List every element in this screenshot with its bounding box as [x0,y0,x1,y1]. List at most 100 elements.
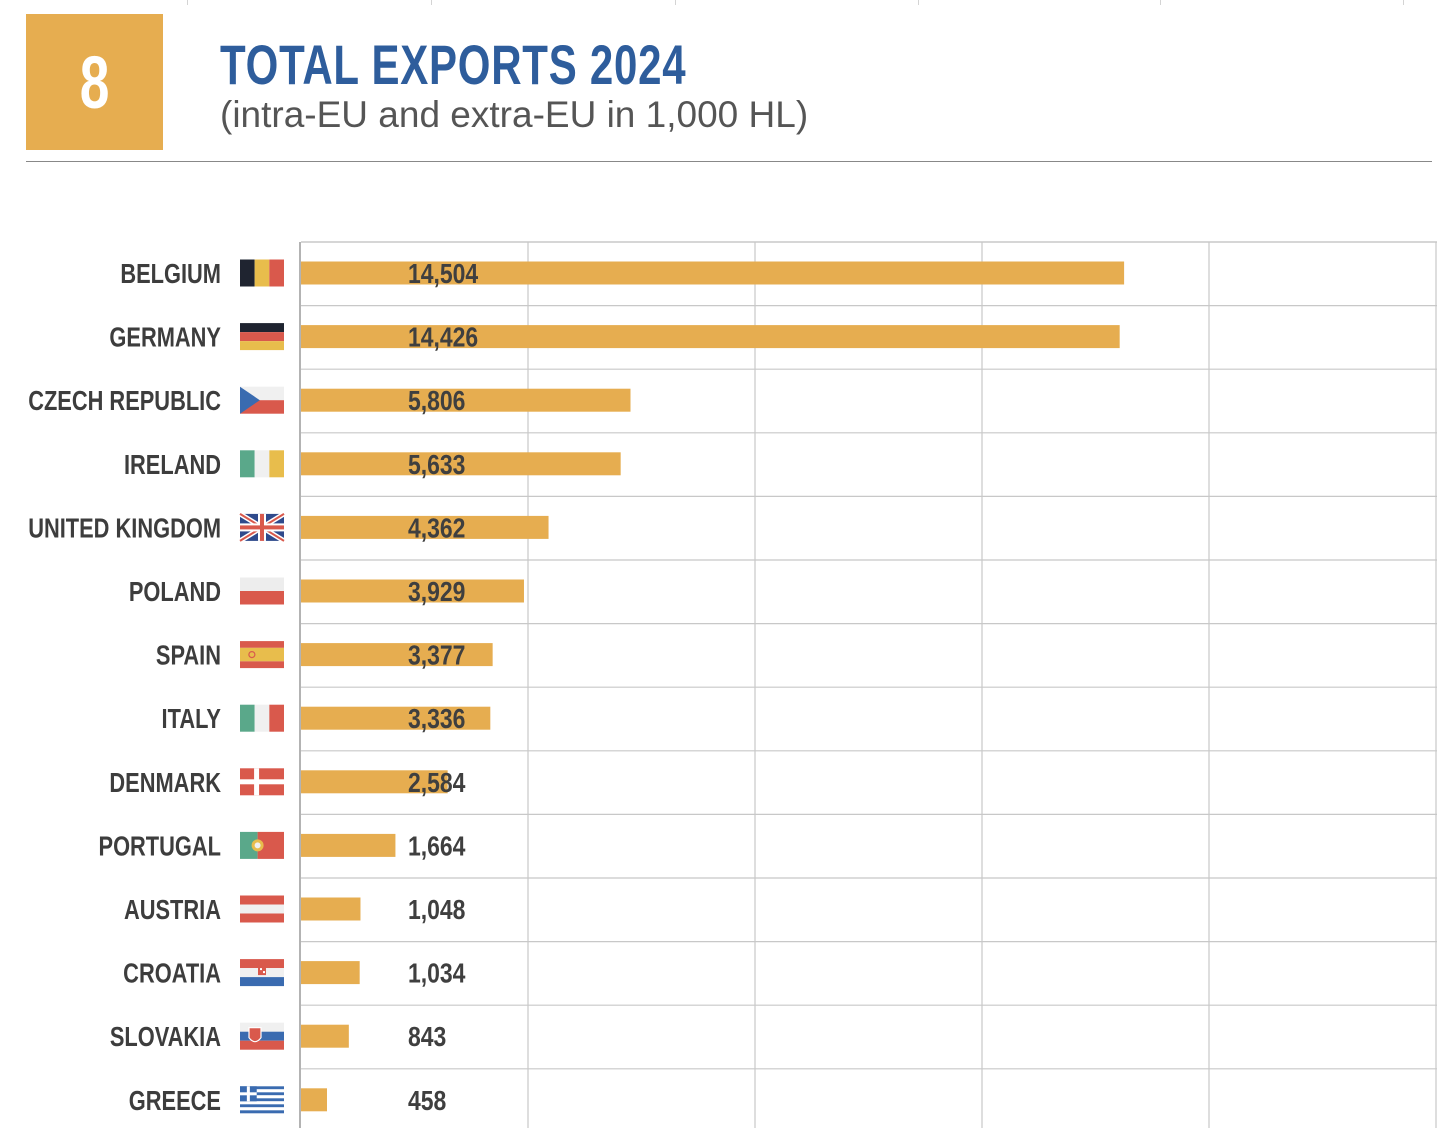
figure-number: 8 [79,40,110,124]
value-label: 3,929 [408,577,465,608]
chart-row: ITALY 3,336 [162,704,491,735]
value-label: 3,377 [408,641,465,672]
chart-row: SPAIN 3,377 [156,640,493,671]
flag-part [254,450,270,478]
bar [301,833,396,857]
flag-part [240,591,284,605]
ireland-flag [240,450,284,478]
chart-subtitle: (intra-EU and extra-EU in 1,000 HL) [220,94,809,135]
flag-part [240,779,284,785]
chart-row: GREECE 458 [129,1085,446,1116]
flag-part [254,259,270,287]
bar [301,643,493,667]
flag-part [240,831,258,859]
flag-part [240,577,284,591]
top-tick [431,0,432,5]
flag-part [240,323,284,333]
flag-part [240,661,284,669]
flag-part [240,1110,284,1114]
figure-number-badge: 8 [26,14,163,150]
header-divider [26,161,1432,162]
czech-flag [240,386,284,414]
flag-part [248,650,256,659]
category-label: BELGIUM [120,258,221,289]
value-label: 1,664 [408,831,466,862]
chart-title: TOTAL EXPORTS 2024 [220,33,687,96]
croatia-flag [240,959,284,987]
flag-part [254,842,261,849]
flag-part [240,525,284,530]
flag-part [240,332,284,342]
bar [301,325,1120,349]
germany-flag [240,323,284,351]
flag-part [269,704,284,732]
value-label: 2,584 [408,768,466,799]
denmark-flag [240,768,284,796]
flag-part [240,341,284,351]
value-label: 5,806 [408,386,465,417]
flag-part [254,704,270,732]
uk-flag [238,511,286,544]
flag-part [240,1092,284,1096]
value-label: 14,504 [408,259,479,290]
chart-row: AUSTRIA 1,048 [124,894,465,925]
bar [301,961,360,985]
value-label: 458 [408,1086,446,1117]
flag-part [248,1027,262,1043]
value-label: 5,633 [408,450,465,481]
flag-part [258,966,266,976]
belgium-flag [240,259,284,287]
category-label: SPAIN [156,640,221,671]
flag-part [240,259,255,287]
grid [299,241,1437,1128]
chart-row: DENMARK 2,584 [109,767,466,798]
bar [301,770,448,794]
bar [301,579,524,603]
flag-part [240,1104,284,1108]
chart-row: PORTUGAL 1,664 [99,831,467,862]
value-label: 14,426 [408,323,478,354]
flag-part [240,1040,284,1050]
flag-part [240,977,284,987]
bar [301,1024,349,1048]
category-label: IRELAND [124,449,221,480]
flag-part [240,1098,284,1102]
flag-part [240,1095,284,1099]
flag-part [240,1031,284,1041]
top-tick [918,0,919,5]
flag-part [240,959,284,969]
category-label: GREECE [129,1085,221,1116]
bar [301,261,1125,285]
category-label: CZECH REPUBLIC [28,386,221,417]
flag-part [240,1022,284,1032]
value-label: 3,336 [408,704,465,735]
flag-part [260,968,262,971]
poland-flag [240,577,284,605]
flag-part [240,450,255,478]
bar [301,515,549,539]
slovakia-flag [240,1022,284,1050]
flag-part [263,971,265,974]
bar [301,706,491,730]
flag-part [240,1092,257,1096]
category-label: GERMANY [109,322,221,353]
italy-flag [240,704,284,732]
value-label: 1,034 [408,959,466,990]
greece-flag [240,1086,284,1114]
value-label: 4,362 [408,513,465,544]
category-label: AUSTRIA [124,894,221,925]
chart-row: POLAND 3,929 [129,576,524,608]
bar [301,897,361,921]
value-label: 843 [408,1022,446,1053]
flag-part [240,641,284,648]
chart-row: GERMANY 14,426 [109,322,1120,354]
top-tick [187,0,188,5]
flag-part [269,450,284,478]
flag-part [240,904,284,914]
portugal-flag [240,831,284,859]
value-label: 1,048 [408,895,465,926]
flag-part [240,647,284,662]
category-label: PORTUGAL [99,831,221,862]
chart-row: IRELAND 5,633 [124,449,621,480]
